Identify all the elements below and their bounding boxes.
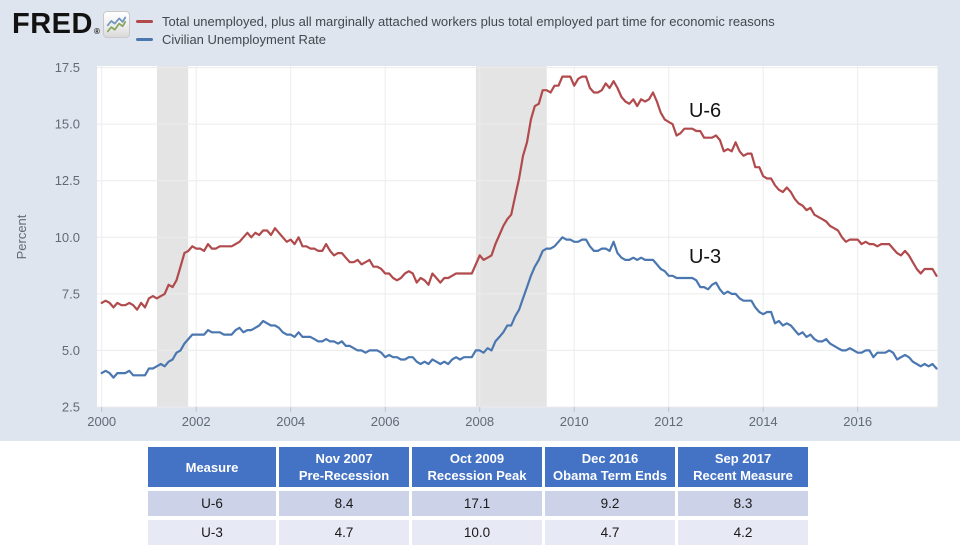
- u3-oct2009-value: 10.0: [412, 520, 542, 545]
- legend-item-u3: Civilian Unemployment Rate: [136, 30, 775, 48]
- u3-measure-cell: U-3: [148, 520, 276, 545]
- svg-text:2006: 2006: [371, 414, 400, 429]
- svg-text:2010: 2010: [560, 414, 589, 429]
- svg-text:2002: 2002: [182, 414, 211, 429]
- u6-series-swatch: [136, 19, 153, 23]
- svg-text:2014: 2014: [749, 414, 778, 429]
- svg-text:5.0: 5.0: [62, 343, 80, 358]
- header-line1: Dec 2016: [581, 451, 639, 466]
- header-line1: Oct 2009: [449, 451, 505, 466]
- header-line1: Nov 2007: [315, 451, 373, 466]
- svg-text:U-3: U-3: [689, 246, 721, 268]
- header-line1: Sep 2017: [714, 451, 772, 466]
- u6-sep2017-value: 8.3: [678, 491, 808, 516]
- u3-dec2016-value: 4.7: [545, 520, 675, 545]
- svg-text:2008: 2008: [465, 414, 494, 429]
- svg-text:12.5: 12.5: [55, 173, 80, 188]
- table-header-oct2009: Oct 2009 Recession Peak: [412, 447, 542, 487]
- header-line1: Measure: [185, 459, 239, 475]
- registered-mark-icon: ®: [93, 27, 100, 36]
- svg-text:2.5: 2.5: [62, 400, 80, 415]
- header-line2: Recent Measure: [693, 468, 793, 483]
- svg-text:2004: 2004: [276, 414, 305, 429]
- svg-text:10.0: 10.0: [55, 230, 80, 245]
- u3-nov2007-value: 4.7: [279, 520, 409, 545]
- table-header-measure: Measure: [148, 447, 276, 487]
- u6-measure-cell: U-6: [148, 491, 276, 516]
- u3-series-swatch: [136, 37, 153, 41]
- fred-logo-chart-icon: [102, 10, 130, 38]
- table-header-dec2016: Dec 2016 Obama Term Ends: [545, 447, 675, 487]
- summary-table: Measure Nov 2007 Pre-Recession Oct 2009 …: [148, 447, 808, 545]
- u3-series-label: Civilian Unemployment Rate: [162, 31, 327, 47]
- chart-panel: 2.5 5.0 7.5 10.0 12.5 15.0 17.5 2000 2002 2004 200…: [0, 0, 960, 441]
- header-line2: Pre-Recession: [298, 468, 390, 483]
- u6-nov2007-value: 8.4: [279, 491, 409, 516]
- svg-text:2000: 2000: [87, 414, 116, 429]
- u6-dec2016-value: 9.2: [545, 491, 675, 516]
- fred-logo[interactable]: FRED ®: [12, 9, 130, 39]
- svg-text:2016: 2016: [843, 414, 872, 429]
- u3-sep2017-value: 4.2: [678, 520, 808, 545]
- table-header-nov2007: Nov 2007 Pre-Recession: [279, 447, 409, 487]
- chart-legend: Total unemployed, plus all marginally at…: [136, 12, 775, 48]
- svg-text:U-6: U-6: [689, 100, 721, 122]
- fred-logo-text: FRED: [12, 8, 93, 40]
- svg-text:17.5: 17.5: [55, 60, 80, 75]
- header-line2: Recession Peak: [427, 468, 527, 483]
- u6-oct2009-value: 17.1: [412, 491, 542, 516]
- svg-text:2012: 2012: [654, 414, 683, 429]
- svg-text:7.5: 7.5: [62, 286, 80, 301]
- svg-text:Percent: Percent: [14, 214, 29, 259]
- legend-item-u6: Total unemployed, plus all marginally at…: [136, 12, 775, 30]
- svg-text:15.0: 15.0: [55, 117, 80, 132]
- unemployment-line-chart[interactable]: 2.5 5.0 7.5 10.0 12.5 15.0 17.5 2000 2002 2004 200…: [0, 0, 960, 441]
- header-line2: Obama Term Ends: [553, 468, 667, 483]
- table-header-sep2017: Sep 2017 Recent Measure: [678, 447, 808, 487]
- u6-series-label: Total unemployed, plus all marginally at…: [162, 13, 775, 29]
